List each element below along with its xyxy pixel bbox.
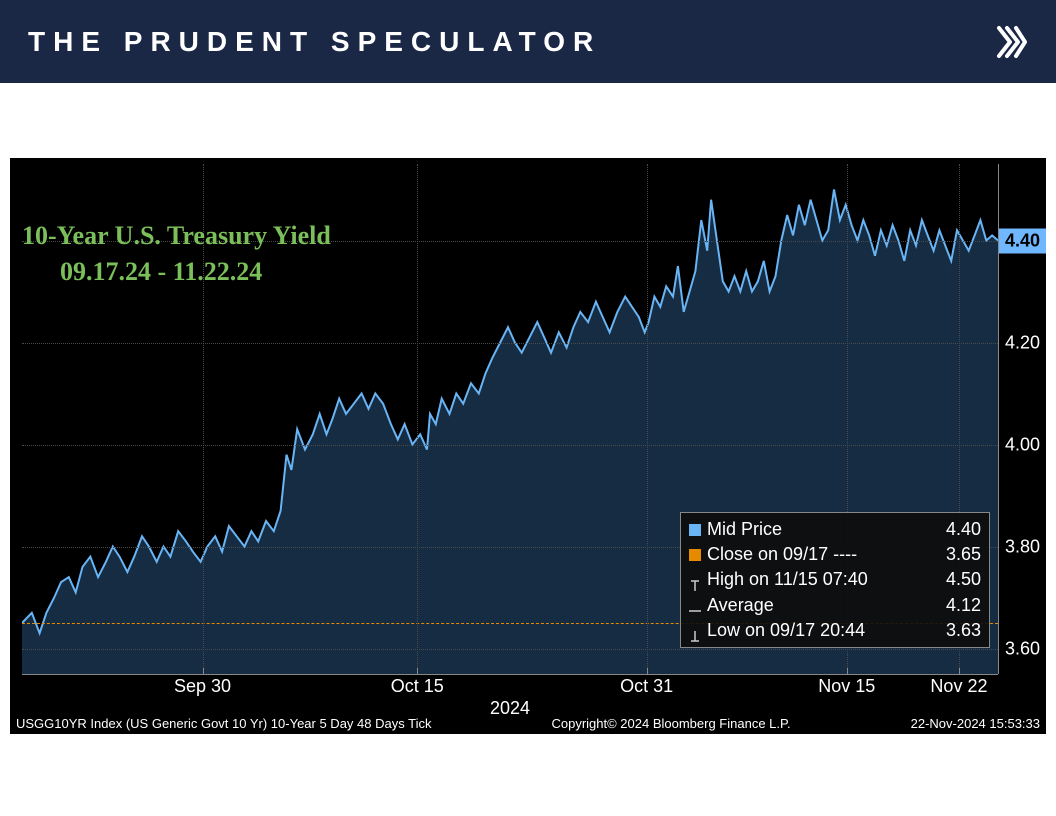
brand-logo-icon: [992, 24, 1028, 60]
grid-line-h: [22, 343, 998, 344]
grid-line-h: [22, 445, 998, 446]
info-row-label: Close on 09/17 ----: [707, 542, 857, 567]
info-marker-icon: [689, 574, 701, 586]
x-tick-label: Sep 30: [174, 676, 231, 697]
chart-info-box: Mid Price4.40Close on 09/17 ----3.65High…: [680, 512, 990, 648]
current-value-badge: 4.40: [999, 228, 1046, 253]
y-tick-label: 3.80: [1005, 536, 1040, 557]
footer-left: USGG10YR Index (US Generic Govt 10 Yr) 1…: [16, 716, 431, 731]
grid-line-v: [647, 164, 648, 674]
info-row-label: Low on 09/17 20:44: [707, 618, 865, 643]
info-row-value: 3.65: [946, 542, 981, 567]
info-row: Close on 09/17 ---- 3.65: [689, 542, 981, 567]
brand-title: THE PRUDENT SPECULATOR: [28, 26, 601, 58]
x-year-label: 2024: [490, 698, 530, 719]
info-marker-icon: [689, 549, 701, 561]
footer-right: 22-Nov-2024 15:53:33: [911, 716, 1040, 731]
grid-line-h: [22, 649, 998, 650]
page-header: THE PRUDENT SPECULATOR: [0, 0, 1056, 83]
grid-line-v: [417, 164, 418, 674]
chart-title-line1: 10-Year U.S. Treasury Yield: [22, 221, 331, 250]
info-marker-icon: [689, 599, 701, 611]
x-tick-label: Nov 15: [818, 676, 875, 697]
info-row: Average 4.12: [689, 593, 981, 618]
y-tick-label: 4.00: [1005, 434, 1040, 455]
x-tick-label: Nov 22: [930, 676, 987, 697]
info-row-label: Average: [707, 593, 774, 618]
info-row-value: 4.12: [946, 593, 981, 618]
info-row-value: 3.63: [946, 618, 981, 643]
info-row-label: Mid Price: [707, 517, 782, 542]
chart-container: 10-Year U.S. Treasury Yield 09.17.24 - 1…: [10, 158, 1046, 734]
x-tick-label: Oct 31: [620, 676, 673, 697]
x-tick-label: Oct 15: [391, 676, 444, 697]
chart-title-line2: 09.17.24 - 11.22.24: [22, 257, 262, 286]
info-row-value: 4.50: [946, 567, 981, 592]
footer-center: Copyright© 2024 Bloomberg Finance L.P.: [551, 716, 790, 731]
info-marker-icon: [689, 524, 701, 536]
info-row: Low on 09/17 20:44 3.63: [689, 618, 981, 643]
info-row: Mid Price 4.40: [689, 517, 981, 542]
info-row: High on 11/15 07:40 4.50: [689, 567, 981, 592]
info-row-value: 4.40: [946, 517, 981, 542]
y-tick-label: 3.60: [1005, 638, 1040, 659]
chart-title: 10-Year U.S. Treasury Yield 09.17.24 - 1…: [22, 218, 331, 291]
info-row-label: High on 11/15 07:40: [707, 567, 868, 592]
y-tick-label: 4.20: [1005, 332, 1040, 353]
info-marker-icon: [689, 624, 701, 636]
